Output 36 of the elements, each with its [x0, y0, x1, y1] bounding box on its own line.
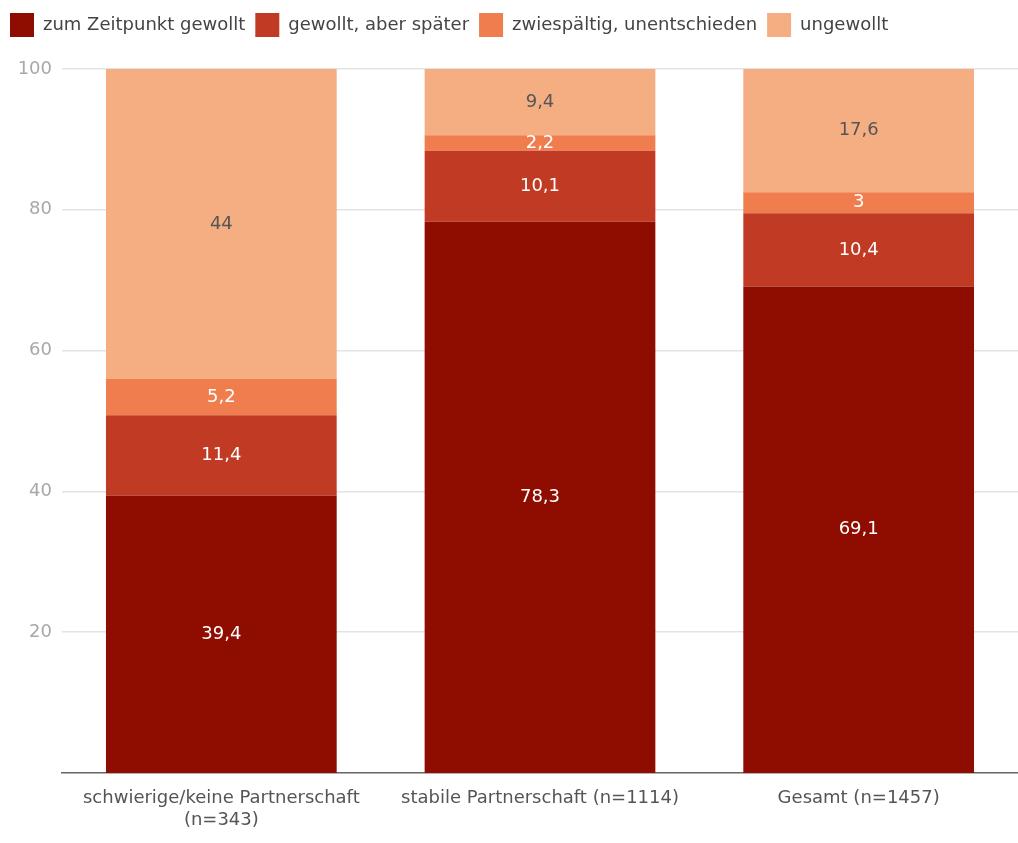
data-label: 10,1 — [519, 173, 561, 195]
bar — [105, 415, 337, 496]
bar — [424, 150, 656, 222]
x-tick-label: schwierige/keine Partnerschaft (n=343) — [82, 785, 360, 830]
bar — [424, 69, 656, 136]
x-tick-label: stabile Partnerschaft (n=1114) — [401, 785, 679, 807]
data-label: 78,3 — [519, 485, 561, 507]
bar — [105, 69, 337, 379]
x-tick-label: Gesamt (n=1457) — [777, 785, 940, 807]
data-label: 69,1 — [838, 517, 879, 539]
bar — [743, 69, 975, 193]
y-tick-label: 40 — [29, 479, 52, 501]
y-tick-label: 100 — [17, 56, 52, 78]
y-tick-label: 80 — [29, 197, 52, 219]
legend-label: gewollt, aber später — [288, 12, 470, 34]
legend-label: zwiespältig, unentschieden — [512, 12, 758, 34]
y-tick-label: 20 — [29, 619, 52, 641]
bar — [743, 192, 975, 214]
data-label: 9,4 — [525, 89, 555, 111]
data-label: 2,2 — [525, 130, 555, 152]
bar — [424, 135, 656, 151]
data-label: 3 — [852, 190, 865, 212]
bar — [105, 495, 337, 773]
bar — [743, 213, 975, 287]
legend-label: ungewollt — [800, 12, 889, 34]
data-label: 44 — [209, 211, 233, 233]
data-label: 11,4 — [201, 443, 242, 465]
bar — [105, 378, 337, 416]
legend-label: zum Zeitpunkt gewollt — [43, 12, 246, 34]
bar — [743, 286, 975, 773]
data-label: 10,4 — [838, 237, 879, 259]
data-label: 5,2 — [207, 384, 236, 406]
y-tick-label: 60 — [29, 338, 52, 360]
bar — [424, 221, 656, 773]
data-label: 39,4 — [201, 621, 242, 643]
data-label: 17,6 — [838, 117, 879, 139]
